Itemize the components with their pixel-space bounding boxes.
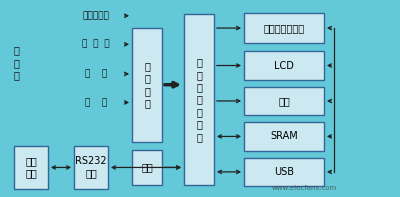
Text: LCD: LCD: [274, 60, 294, 71]
Bar: [244, 158, 324, 186]
Text: 键盘: 键盘: [278, 96, 290, 106]
Text: 机械振动量: 机械振动量: [82, 11, 110, 20]
Text: 相    位: 相 位: [85, 98, 107, 107]
Text: SRAM: SRAM: [270, 131, 298, 141]
Text: 数
字
信
号
处
理
器: 数 字 信 号 处 理 器: [196, 57, 202, 142]
Bar: [14, 146, 48, 189]
Text: 给
水
泵: 给 水 泵: [13, 46, 19, 80]
Text: 报警: 报警: [141, 163, 153, 172]
Bar: [184, 14, 214, 185]
Text: USB: USB: [274, 167, 294, 177]
Text: 慢速
外设: 慢速 外设: [25, 156, 37, 179]
Text: 过  程  量: 过 程 量: [82, 40, 110, 49]
Bar: [244, 51, 324, 80]
Text: 调
理
电
路: 调 理 电 路: [144, 61, 150, 108]
Bar: [132, 150, 162, 185]
Text: RS232
接口: RS232 接口: [75, 156, 107, 179]
Text: www.elecfans.com: www.elecfans.com: [271, 185, 337, 191]
Text: 接口和控制逻辑: 接口和控制逻辑: [264, 23, 304, 33]
Bar: [244, 122, 324, 151]
Text: 转    速: 转 速: [85, 69, 107, 78]
Bar: [244, 13, 324, 43]
Bar: [74, 146, 108, 189]
Bar: [132, 28, 162, 142]
Bar: [244, 87, 324, 115]
